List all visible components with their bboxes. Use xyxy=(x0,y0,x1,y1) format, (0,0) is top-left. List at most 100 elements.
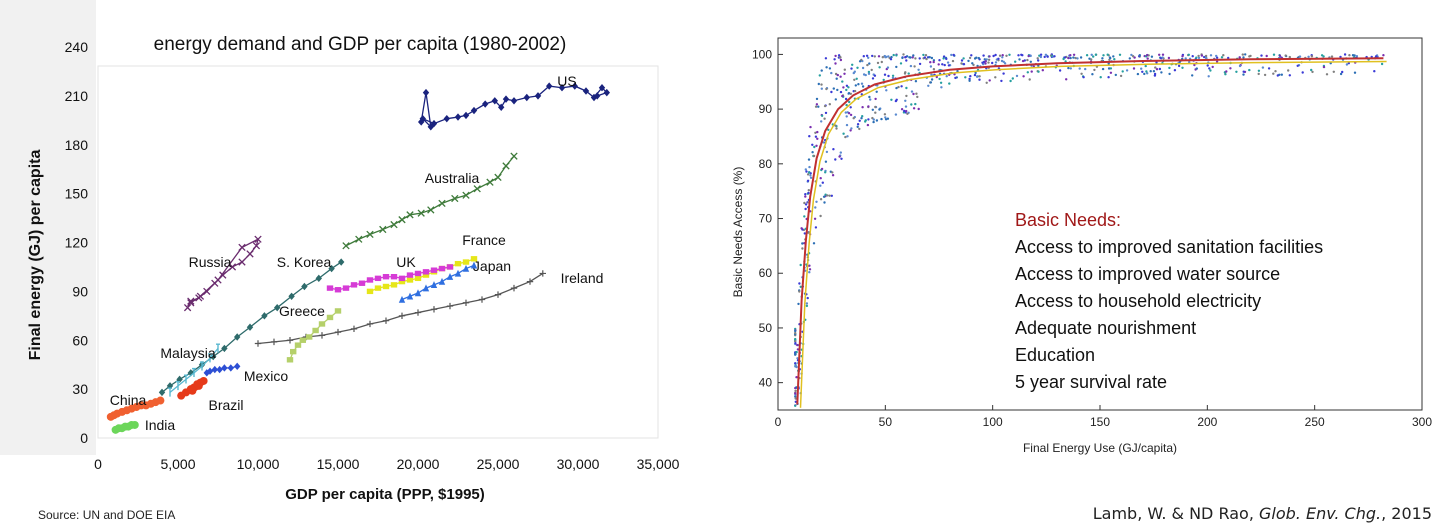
scatter-point xyxy=(901,56,904,60)
scatter-point xyxy=(847,92,851,95)
scatter-point xyxy=(797,302,800,306)
data-point xyxy=(406,211,414,219)
scatter-point xyxy=(1161,56,1164,59)
data-point xyxy=(188,386,197,395)
scatter-point xyxy=(886,66,890,69)
scatter-point xyxy=(878,66,881,69)
left-x-axis-label: GDP per capita (PPP, $1995) xyxy=(285,486,485,503)
gdp-energy-chart: energy demand and GDP per capita (1980-2… xyxy=(0,0,680,503)
scatter-point xyxy=(1094,53,1098,56)
scatter-point xyxy=(932,68,936,71)
series-line xyxy=(401,264,475,301)
series-russia xyxy=(183,235,262,312)
scatter-point xyxy=(876,61,880,65)
scatter-point xyxy=(1288,74,1292,77)
data-point xyxy=(498,103,505,111)
scatter-point xyxy=(1181,66,1184,70)
scatter-point xyxy=(977,56,980,60)
scatter-point xyxy=(883,73,887,76)
scatter-point xyxy=(1348,54,1351,57)
scatter-point xyxy=(818,74,821,77)
scatter-point xyxy=(1121,70,1124,73)
scatter-point xyxy=(929,61,932,64)
data-point xyxy=(338,258,345,266)
scatter-point xyxy=(1229,67,1232,70)
scatter-point xyxy=(1278,54,1282,57)
scatter-point xyxy=(1330,55,1334,58)
scatter-point xyxy=(932,59,936,62)
scatter-point xyxy=(834,72,838,76)
scatter-point xyxy=(822,195,826,198)
scatter-point xyxy=(915,92,918,95)
scatter-point xyxy=(962,57,965,60)
scatter-point xyxy=(997,57,1000,60)
scatter-point xyxy=(830,71,833,75)
data-point xyxy=(187,299,195,307)
data-point xyxy=(288,292,295,300)
series-label: Brazil xyxy=(208,397,243,413)
scatter-point xyxy=(794,340,797,343)
scatter-point xyxy=(902,53,905,56)
scatter-point xyxy=(1038,54,1041,57)
scatter-point xyxy=(894,113,898,116)
scatter-point xyxy=(1106,53,1109,56)
scatter-point xyxy=(905,86,908,90)
scatter-point xyxy=(815,103,819,106)
scatter-point xyxy=(833,58,836,61)
scatter-point xyxy=(1069,56,1072,60)
left-y-tick-label: 30 xyxy=(72,381,88,397)
scatter-point xyxy=(905,109,908,113)
scatter-point xyxy=(839,90,843,94)
scatter-point xyxy=(817,82,820,86)
scatter-point xyxy=(928,56,931,59)
data-point xyxy=(366,277,374,283)
scatter-point xyxy=(1207,75,1210,78)
scatter-point xyxy=(881,56,884,59)
data-point xyxy=(594,92,601,100)
scatter-point xyxy=(795,350,798,354)
scatter-point xyxy=(798,290,801,293)
left-x-tick-label: 20,000 xyxy=(397,456,440,472)
data-point xyxy=(130,420,139,429)
series-japan xyxy=(398,261,478,303)
scatter-point xyxy=(905,59,908,62)
data-point xyxy=(470,261,478,269)
scatter-point xyxy=(861,115,864,118)
scatter-point xyxy=(1125,69,1129,72)
scatter-point xyxy=(1114,73,1118,77)
scatter-point xyxy=(1119,74,1123,78)
scatter-point xyxy=(943,63,946,67)
scatter-point xyxy=(998,54,1002,57)
scatter-point xyxy=(1003,62,1007,65)
scatter-point xyxy=(834,54,837,58)
scatter-point xyxy=(853,78,856,82)
scatter-point xyxy=(895,54,898,57)
basic-needs-annotation: Basic Needs: Access to improved sanitati… xyxy=(1015,210,1323,392)
scatter-point xyxy=(828,67,832,70)
scatter-point xyxy=(1238,56,1241,59)
scatter-point xyxy=(1374,55,1378,58)
scatter-point xyxy=(948,82,951,85)
right-fit-curve xyxy=(796,57,1384,405)
scatter-point xyxy=(899,62,903,65)
scatter-point xyxy=(803,201,806,205)
scatter-point xyxy=(1069,54,1072,57)
data-point xyxy=(221,344,228,353)
data-point xyxy=(342,285,350,291)
scatter-point xyxy=(854,84,857,87)
scatter-point xyxy=(906,112,909,116)
scatter-point xyxy=(1325,73,1329,76)
scatter-point xyxy=(1153,72,1157,76)
data-point xyxy=(414,309,422,316)
scatter-point xyxy=(909,64,913,68)
scatter-point xyxy=(1085,54,1089,57)
data-point xyxy=(419,114,426,123)
annotation-item: Adequate nourishment xyxy=(1015,318,1196,338)
scatter-point xyxy=(814,131,817,134)
scatter-point xyxy=(839,151,842,154)
left-y-tick-label: 60 xyxy=(72,332,88,348)
scatter-point xyxy=(807,189,810,192)
left-y-axis-label: Final energy (GJ) per capita xyxy=(27,150,44,361)
scatter-point xyxy=(852,117,855,120)
scatter-point xyxy=(809,176,813,179)
